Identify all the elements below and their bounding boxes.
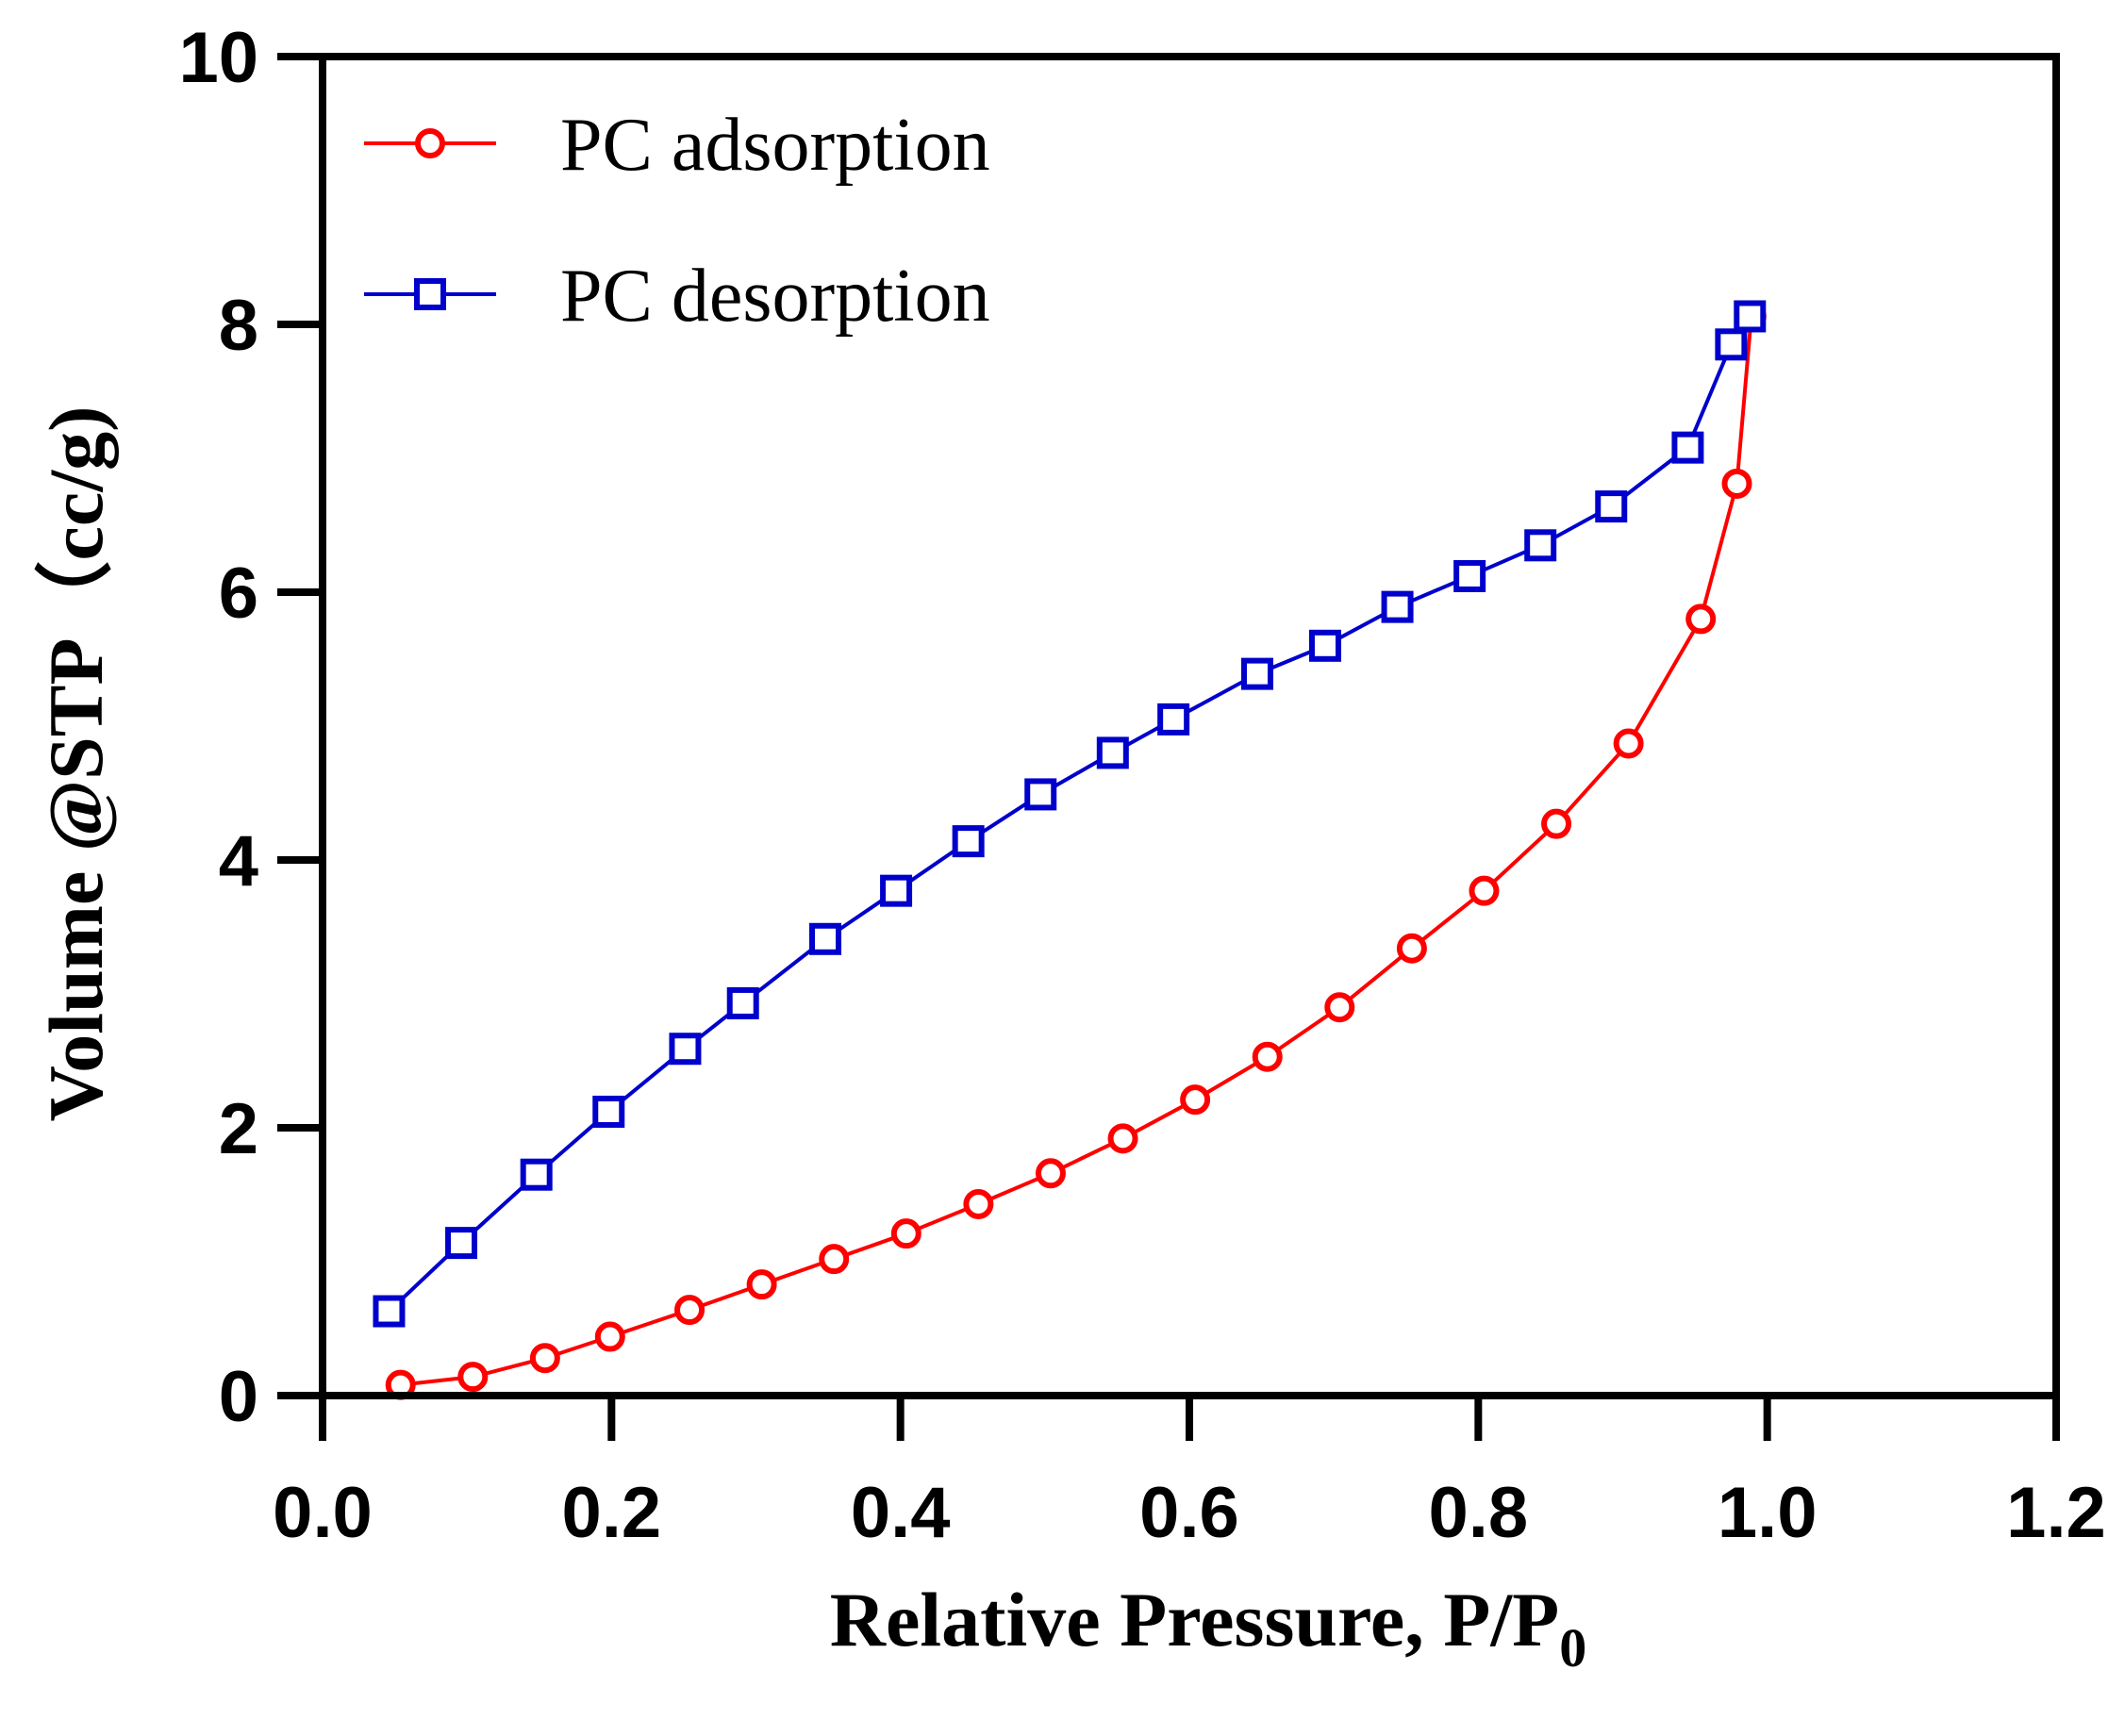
legend-label: PC desorption <box>560 255 990 338</box>
y-axis-title: Volume @STP（cc/g) <box>33 406 119 1122</box>
data-point <box>880 874 913 907</box>
data-point <box>1685 603 1717 635</box>
x-tick-label: 0.8 <box>1429 1473 1529 1553</box>
axes-layer: 0.0 0.2 0.4 0.6 0.8 1.0 1.2 0 2 4 6 8 10 Relative Pre… <box>33 18 2106 1678</box>
data-point <box>445 1227 478 1260</box>
data-point <box>1734 300 1767 333</box>
data-point <box>1096 736 1129 769</box>
series-line <box>400 316 1753 1387</box>
data-point <box>1035 1158 1066 1189</box>
y-tick-label: 10 <box>178 18 258 98</box>
data-point <box>457 1362 489 1393</box>
x-axis-title-main: Relative Pressure, P/P <box>830 1577 1559 1662</box>
data-point <box>1157 703 1190 736</box>
x-tick-label: 0.0 <box>273 1473 373 1553</box>
data-point <box>1715 328 1748 361</box>
y-tick-label: 0 <box>219 1357 258 1437</box>
x-tick-label: 0.6 <box>1139 1473 1239 1553</box>
data-point <box>1721 468 1752 499</box>
y-tick-label: 8 <box>219 286 258 366</box>
data-point <box>1308 629 1341 662</box>
x-tick-label: 0.2 <box>562 1473 662 1553</box>
data-point <box>1240 657 1273 690</box>
series-layer <box>373 300 1767 1400</box>
data-point <box>594 1321 625 1352</box>
legend-marker <box>415 128 445 158</box>
data-point <box>1324 992 1355 1023</box>
data-point <box>1541 808 1572 839</box>
data-point <box>1613 728 1644 759</box>
data-point <box>1469 875 1500 906</box>
data-point <box>1453 559 1486 592</box>
legend-item-adsorption: PC adsorption <box>364 104 990 187</box>
legend-marker <box>414 278 446 310</box>
data-point <box>1671 431 1704 464</box>
data-point <box>1381 590 1414 623</box>
y-tick-label: 2 <box>219 1089 258 1169</box>
series-adsorption <box>385 301 1767 1400</box>
data-point <box>592 1095 625 1128</box>
data-point <box>1396 933 1427 964</box>
data-point <box>746 1269 777 1300</box>
data-point <box>529 1343 560 1374</box>
series-desorption <box>373 300 1767 1328</box>
data-point <box>1024 778 1057 811</box>
data-point <box>1524 529 1557 562</box>
data-point <box>890 1218 921 1249</box>
legend-item-desorption: PC desorption <box>364 255 990 338</box>
data-point <box>373 1295 406 1328</box>
x-tick-label: 1.0 <box>1718 1473 1818 1553</box>
data-point <box>952 825 985 858</box>
x-tick-label: 1.2 <box>2006 1473 2106 1553</box>
data-point <box>963 1188 994 1219</box>
data-point <box>726 986 759 1019</box>
data-point <box>809 922 842 955</box>
data-point <box>819 1244 850 1275</box>
legend-label: PC adsorption <box>560 104 990 187</box>
x-axis-title: Relative Pressure, P/P0 <box>830 1577 1586 1678</box>
data-point <box>1595 490 1628 523</box>
y-tick-label: 4 <box>219 821 258 901</box>
y-tick-label: 6 <box>219 554 258 634</box>
data-point <box>1180 1084 1211 1116</box>
data-point <box>520 1158 553 1191</box>
data-point <box>674 1295 706 1326</box>
data-point <box>1107 1123 1138 1154</box>
data-point <box>1252 1041 1283 1072</box>
data-point <box>669 1033 702 1066</box>
legend-layer: PC adsorption PC desorption <box>364 104 990 338</box>
x-tick-label: 0.4 <box>851 1473 951 1553</box>
x-axis-title-subscript: 0 <box>1559 1617 1586 1678</box>
